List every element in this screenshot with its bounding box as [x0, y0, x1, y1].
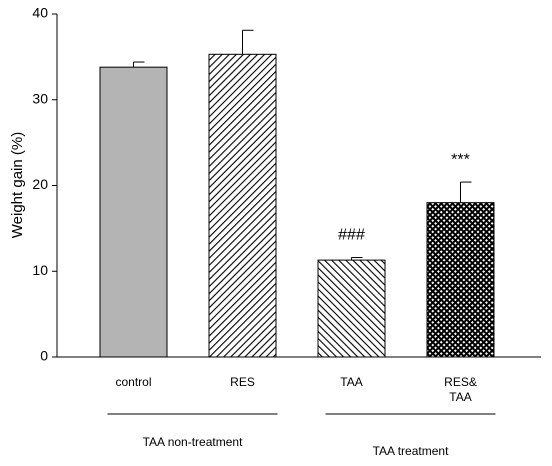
bar — [208, 53, 277, 358]
bar — [317, 259, 386, 358]
y-tick-label: 0 — [40, 348, 48, 364]
bar — [99, 66, 168, 358]
group-label: TAA non-treatment — [143, 435, 243, 449]
error-bar — [242, 29, 254, 55]
bar — [426, 202, 495, 358]
group-label: TAA treatment — [373, 444, 449, 458]
error-bar — [133, 61, 145, 68]
y-tick-label: 40 — [32, 5, 48, 21]
annotation: *** — [451, 151, 470, 168]
y-tick-label: 30 — [32, 90, 48, 106]
x-tick-label: TAA — [340, 375, 362, 389]
x-tick-label: RES& TAA — [444, 375, 477, 404]
x-tick-label: control — [115, 375, 151, 389]
error-bar — [351, 257, 363, 261]
x-tick-label: RES — [230, 375, 255, 389]
annotation: ### — [338, 227, 365, 244]
y-tick-label: 20 — [32, 176, 48, 192]
y-tick-label: 10 — [32, 262, 48, 278]
y-axis-label: Weight gain (%) — [9, 132, 26, 238]
error-bar — [460, 181, 472, 203]
